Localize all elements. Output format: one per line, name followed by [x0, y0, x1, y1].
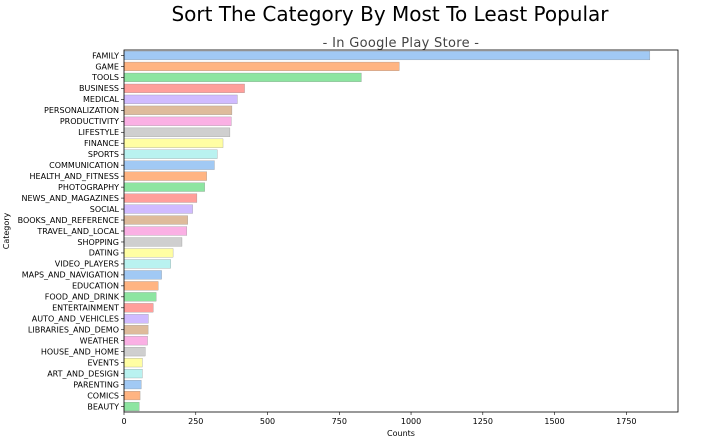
chart-subtitle: - In Google Play Store -	[322, 36, 480, 51]
bar-comics	[123, 391, 141, 401]
y-tick-label: COMMUNICATION	[49, 161, 119, 170]
bar-shopping	[123, 237, 183, 247]
y-tick-label: WEATHER	[80, 336, 120, 345]
bar-beauty	[123, 401, 140, 412]
y-tick-label: FOOD_AND_DRINK	[45, 293, 120, 302]
bar-game	[123, 61, 400, 71]
y-tick-label: PARENTING	[73, 380, 119, 389]
y-tick-label: FINANCE	[84, 139, 119, 148]
y-tick-label: HOUSE_AND_HOME	[41, 347, 119, 356]
y-tick-label: COMICS	[87, 391, 119, 400]
bar-photography	[123, 182, 205, 192]
y-tick-label: LIFESTYLE	[78, 128, 119, 137]
y-tick-label: SHOPPING	[77, 238, 119, 247]
y-tick-label: EVENTS	[87, 358, 119, 367]
x-tick-label: 750	[332, 417, 347, 426]
bar-news-and-magazines	[123, 193, 198, 203]
bar-medical	[123, 94, 238, 104]
x-tick-label: 500	[260, 417, 275, 426]
bars-layer	[123, 50, 651, 412]
bar-lifestyle	[123, 127, 231, 137]
bar-sports	[123, 149, 218, 159]
x-tick-labels: 0 250 500 750 1000 1250 1500 1750	[121, 412, 637, 426]
y-tick-label: PRODUCTIVITY	[60, 117, 119, 126]
y-tick-label: MAPS_AND_NAVIGATION	[22, 271, 119, 280]
y-tick-label: FAMILY	[92, 51, 119, 60]
y-tick-label: BOOKS_AND_REFERENCE	[18, 216, 119, 225]
y-tick-label: AUTO_AND_VEHICLES	[32, 315, 119, 324]
y-tick-label: PHOTOGRAPHY	[58, 183, 119, 192]
y-tick-label: VIDEO_PLAYERS	[55, 260, 119, 269]
x-tick-label: 0	[121, 417, 126, 426]
plot-frame	[123, 49, 679, 413]
x-tick-label: 1500	[544, 417, 564, 426]
bar-travel-and-local	[123, 226, 188, 236]
y-tick-label: TRAVEL_AND_LOCAL	[36, 227, 119, 236]
x-axis-label: Counts	[387, 429, 415, 438]
y-tick-label: ENTERTAINMENT	[52, 304, 119, 313]
bar-maps-and-navigation	[123, 270, 162, 280]
y-tick-label: GAME	[95, 62, 119, 71]
y-tick-label: BEAUTY	[87, 402, 119, 411]
bar-books-and-reference	[123, 215, 188, 225]
bar-education	[123, 281, 159, 291]
y-tick-label: DATING	[89, 249, 119, 258]
bar-health-and-fitness	[123, 171, 207, 181]
chart-title: Sort The Category By Most To Least Popul…	[171, 2, 609, 26]
bar-weather	[123, 336, 148, 346]
bar-business	[123, 83, 245, 93]
y-tick-label: NEWS_AND_MAGAZINES	[21, 194, 119, 203]
bar-finance	[123, 138, 224, 148]
y-tick-label: BUSINESS	[79, 84, 119, 93]
bar-auto-and-vehicles	[123, 314, 149, 324]
y-tick-label: ART_AND_DESIGN	[47, 369, 119, 378]
x-tick-label: 1000	[401, 417, 421, 426]
bar-entertainment	[123, 303, 154, 313]
x-tick-label: 1250	[473, 417, 493, 426]
bar-family	[123, 50, 651, 61]
bar-productivity	[123, 116, 232, 126]
bar-social	[123, 204, 193, 214]
y-tick-label: SPORTS	[88, 150, 119, 159]
bar-communication	[123, 160, 215, 170]
y-tick-label: EDUCATION	[72, 282, 119, 291]
y-tick-label: SOCIAL	[90, 205, 120, 214]
bar-personalization	[123, 105, 233, 115]
bar-tools	[123, 72, 362, 82]
bar-food-and-drink	[123, 292, 157, 302]
y-tick-label: TOOLS	[91, 73, 119, 82]
x-tick-label: 250	[188, 417, 203, 426]
y-tick-label: PERSONALIZATION	[44, 106, 119, 115]
bar-events	[123, 358, 143, 368]
y-tick-labels: FAMILY GAME TOOLS BUSINESS MEDICAL PERSONALIZ…	[18, 51, 124, 411]
x-tick-label: 1750	[616, 417, 636, 426]
y-tick-label: MEDICAL	[83, 95, 120, 104]
bar-video-players	[123, 259, 171, 269]
y-tick-label: HEALTH_AND_FITNESS	[30, 172, 119, 181]
bar-house-and-home	[123, 347, 146, 357]
bar-libraries-and-demo	[123, 325, 149, 335]
y-axis-label: Category	[2, 212, 11, 249]
bar-parenting	[123, 380, 142, 390]
y-tick-label: LIBRARIES_AND_DEMO	[28, 326, 119, 335]
bar-art-and-design	[123, 369, 143, 379]
bar-dating	[123, 248, 174, 258]
